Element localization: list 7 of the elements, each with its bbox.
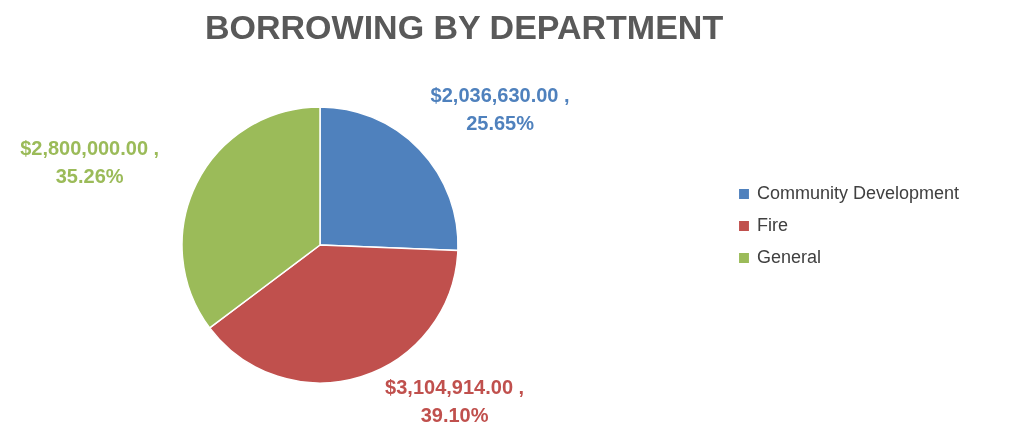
data-label: $3,104,914.00 , 39.10% bbox=[385, 376, 525, 427]
chart-title: BORROWING BY DEPARTMENT bbox=[205, 8, 724, 46]
legend-label: Community Development bbox=[757, 183, 960, 203]
data-label: $2,036,630.00 , 25.65% bbox=[430, 84, 570, 135]
data-label: $2,800,000.00 , 35.26% bbox=[20, 136, 160, 187]
legend-label: General bbox=[757, 247, 822, 267]
legend-label: Fire bbox=[757, 215, 788, 235]
